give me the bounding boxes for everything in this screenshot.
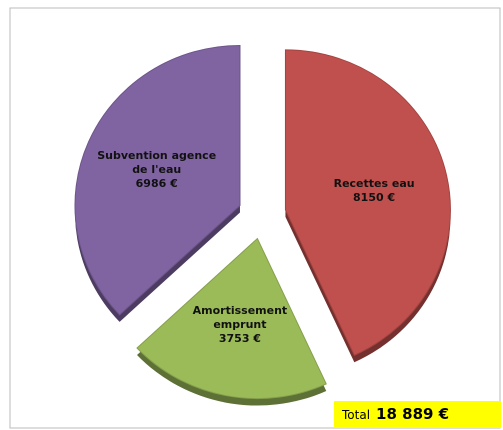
category-label: Subvention agence de l'eau — [97, 149, 217, 177]
category-label: Recettes eau — [333, 177, 415, 191]
slice-label: Amortissement emprunt 3753 € — [180, 304, 300, 346]
total-label: Total — [342, 408, 371, 422]
category-label: Amortissement emprunt — [192, 303, 288, 331]
slice-label: Recettes eau 8150 € — [314, 177, 434, 205]
value-label: 8150 € — [353, 191, 396, 205]
slice — [74, 44, 241, 316]
slice-label: Subvention agence de l'eau 6986 € — [97, 149, 217, 191]
total-box: Total 18 889 € — [334, 401, 501, 428]
value-label: 3753 € — [218, 331, 261, 345]
slice — [284, 49, 451, 356]
slice — [136, 237, 327, 400]
total-value: 18 889 € — [376, 405, 450, 423]
value-label: 6986 € — [135, 177, 178, 191]
chart-frame — [9, 7, 501, 429]
